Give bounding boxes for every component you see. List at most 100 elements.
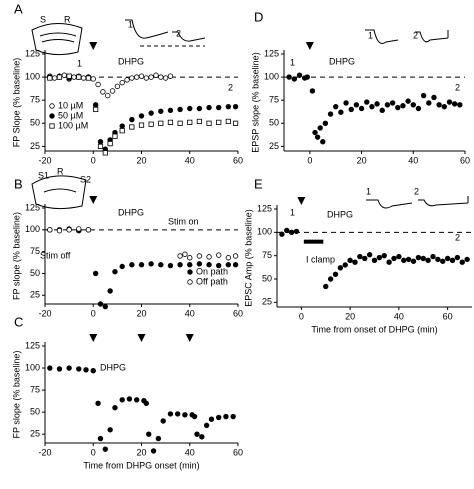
data-point xyxy=(459,259,465,265)
data-point xyxy=(364,99,370,105)
data-point xyxy=(92,270,99,277)
clamp-bar xyxy=(303,239,324,244)
annotation: DHPG xyxy=(118,207,144,217)
data-point xyxy=(338,109,344,115)
annotation: S1 xyxy=(38,170,49,180)
panel-letter: B xyxy=(14,176,23,191)
x-tick-label: 20 xyxy=(136,155,146,165)
data-point xyxy=(47,75,53,81)
data-point xyxy=(206,104,212,111)
data-point xyxy=(97,143,104,149)
annotation: R xyxy=(64,14,71,24)
inset-trace xyxy=(366,196,469,209)
y-tick-label: 75 xyxy=(269,95,279,105)
data-point xyxy=(435,256,441,263)
data-point xyxy=(194,431,200,437)
data-point xyxy=(225,255,232,261)
x-tick-label: 40 xyxy=(408,155,418,165)
data-point xyxy=(92,102,99,108)
data-point xyxy=(405,98,411,104)
x-tick-label: 0 xyxy=(91,155,96,165)
stimulus-arrow xyxy=(305,42,314,50)
x-tick-label: 0 xyxy=(307,155,312,165)
y-axis-label: FP Slope (% baseline) xyxy=(11,58,21,147)
data-point xyxy=(177,253,183,259)
data-point xyxy=(129,262,135,268)
data-point xyxy=(138,122,145,128)
annotation: DHPG xyxy=(329,56,355,66)
data-point xyxy=(431,94,437,101)
panel-letter: D xyxy=(254,9,263,24)
data-point xyxy=(293,228,300,235)
data-point xyxy=(158,108,164,114)
data-point xyxy=(286,74,292,80)
y-tick-label: 100 xyxy=(25,362,40,372)
x-tick-label: 60 xyxy=(443,311,453,321)
data-point xyxy=(102,303,109,310)
x-axis-label: Time from DHPG onset (min) xyxy=(83,460,199,470)
data-point xyxy=(160,418,166,424)
data-point xyxy=(312,129,318,136)
x-tick-label: 0 xyxy=(299,311,304,321)
data-point xyxy=(196,261,203,267)
data-point xyxy=(124,77,130,83)
y-axis-label: FP slope (% baseline) xyxy=(11,351,21,439)
data-point xyxy=(327,276,334,282)
data-point xyxy=(332,271,339,278)
data-point xyxy=(323,283,329,290)
data-point xyxy=(317,125,323,131)
data-point xyxy=(167,119,174,125)
data-point xyxy=(66,227,72,233)
data-point xyxy=(426,100,432,106)
data-point xyxy=(119,79,125,86)
annotation: 1 xyxy=(366,186,371,196)
data-point xyxy=(109,88,116,94)
data-point xyxy=(90,367,96,374)
y-tick-label: 125 xyxy=(257,203,272,213)
data-point xyxy=(138,262,145,268)
x-tick-label: 0 xyxy=(91,308,96,318)
data-point xyxy=(119,263,125,270)
data-point xyxy=(454,254,461,261)
data-point xyxy=(444,255,451,262)
data-point xyxy=(148,110,154,116)
data-point xyxy=(155,435,162,442)
data-point xyxy=(199,434,205,440)
data-point xyxy=(449,257,456,264)
data-point xyxy=(371,257,378,264)
data-point xyxy=(150,448,157,454)
y-tick-label: 25 xyxy=(30,290,40,300)
data-point xyxy=(296,72,303,78)
data-point xyxy=(410,258,417,264)
y-tick-label: 50 xyxy=(269,118,279,128)
data-point xyxy=(102,446,109,452)
data-point xyxy=(381,252,387,259)
annotation: DHPG xyxy=(118,56,144,66)
data-point xyxy=(129,116,135,123)
data-point xyxy=(314,134,321,140)
data-point xyxy=(153,72,159,78)
data-point xyxy=(119,128,125,134)
y-tick-label: 125 xyxy=(25,48,40,58)
data-point xyxy=(143,75,150,81)
data-point xyxy=(369,103,375,110)
data-point xyxy=(162,75,169,81)
data-point xyxy=(366,252,373,258)
stimulus-arrow xyxy=(89,334,98,342)
data-point xyxy=(107,141,113,147)
y-tick-label: 75 xyxy=(30,246,40,256)
data-point xyxy=(56,227,63,234)
data-point xyxy=(440,258,446,264)
data-point xyxy=(215,262,222,269)
data-point xyxy=(167,73,174,79)
data-point xyxy=(389,100,396,106)
data-point xyxy=(357,253,363,260)
y-tick-label: 100 xyxy=(264,71,279,81)
data-point xyxy=(112,405,118,411)
data-point xyxy=(196,105,203,112)
data-point xyxy=(208,416,215,422)
data-point xyxy=(464,256,470,263)
data-point xyxy=(284,227,290,234)
data-point xyxy=(47,365,53,371)
